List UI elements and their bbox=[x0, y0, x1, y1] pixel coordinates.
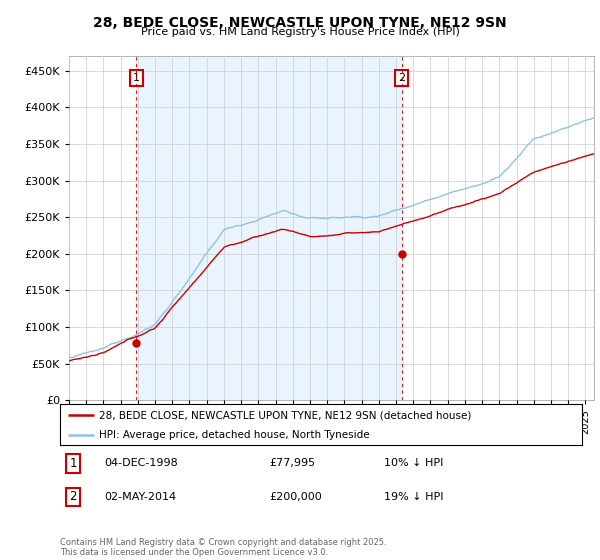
Text: 1: 1 bbox=[70, 457, 77, 470]
Text: Price paid vs. HM Land Registry's House Price Index (HPI): Price paid vs. HM Land Registry's House … bbox=[140, 27, 460, 37]
Text: HPI: Average price, detached house, North Tyneside: HPI: Average price, detached house, Nort… bbox=[99, 430, 370, 440]
Text: £200,000: £200,000 bbox=[269, 492, 322, 502]
Text: 28, BEDE CLOSE, NEWCASTLE UPON TYNE, NE12 9SN: 28, BEDE CLOSE, NEWCASTLE UPON TYNE, NE1… bbox=[93, 16, 507, 30]
Text: 2: 2 bbox=[70, 491, 77, 503]
Bar bbox=[136, 56, 402, 400]
Text: £77,995: £77,995 bbox=[269, 459, 315, 468]
Text: 10% ↓ HPI: 10% ↓ HPI bbox=[383, 459, 443, 468]
Text: 1: 1 bbox=[133, 73, 140, 83]
Text: 04-DEC-1998: 04-DEC-1998 bbox=[104, 459, 178, 468]
Text: 2: 2 bbox=[398, 73, 405, 83]
Text: Contains HM Land Registry data © Crown copyright and database right 2025.
This d: Contains HM Land Registry data © Crown c… bbox=[60, 538, 386, 557]
Text: 19% ↓ HPI: 19% ↓ HPI bbox=[383, 492, 443, 502]
Text: 28, BEDE CLOSE, NEWCASTLE UPON TYNE, NE12 9SN (detached house): 28, BEDE CLOSE, NEWCASTLE UPON TYNE, NE1… bbox=[99, 410, 472, 421]
Text: 02-MAY-2014: 02-MAY-2014 bbox=[104, 492, 176, 502]
